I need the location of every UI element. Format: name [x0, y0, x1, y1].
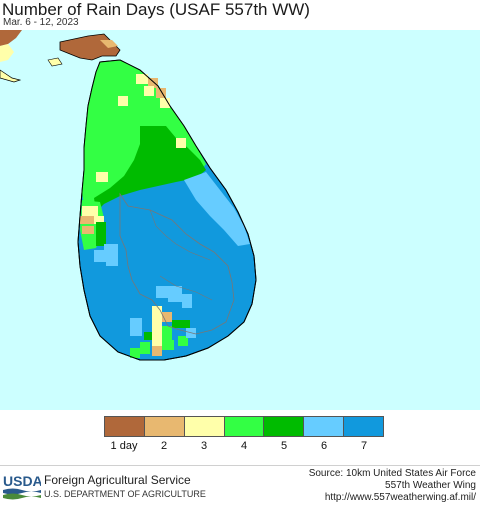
department-name: U.S. DEPARTMENT OF AGRICULTURE	[44, 489, 206, 499]
agency-name: Foreign Agricultural Service	[44, 473, 191, 487]
legend-label-6: 6	[320, 440, 328, 452]
legend-color-bar	[104, 416, 384, 437]
source-line-2: 557th Weather Wing	[385, 480, 476, 491]
usda-logo-text: USDA	[3, 473, 41, 489]
source-credit: Source: 10km United States Air Force 557…	[309, 468, 476, 504]
legend-swatch-6	[304, 417, 345, 436]
usda-logo-icon: USDA	[3, 473, 41, 500]
sri-lanka-landmass	[77, 59, 257, 361]
legend-label-3: 3	[200, 440, 208, 452]
legend-swatch-3	[184, 417, 225, 436]
legend-swatch-1	[105, 417, 145, 436]
india-coast	[0, 30, 22, 46]
legend-swatch-5	[264, 417, 305, 436]
map-title: Number of Rain Days (USAF 557th WW)	[2, 0, 310, 19]
footer-divider	[0, 465, 480, 466]
legend-swatch-2	[144, 417, 185, 436]
legend-labels: 1 day 2 3 4 5 6 7	[104, 440, 384, 454]
legend-label-2: 2	[160, 440, 168, 452]
legend-swatch-7	[344, 417, 384, 436]
india-coast-2	[0, 44, 14, 62]
date-range: Mar. 6 - 12, 2023	[3, 17, 79, 28]
legend-label-4: 4	[240, 440, 248, 452]
legend-label-7: 7	[360, 440, 368, 452]
legend-label-5: 5	[280, 440, 288, 452]
rain-days-map	[0, 30, 480, 410]
legend-label-1: 1 day	[110, 440, 138, 452]
legend-swatch-4	[224, 417, 265, 436]
source-line-1: Source: 10km United States Air Force	[308, 468, 476, 479]
source-url[interactable]: http://www.557weatherwing.af.mil/	[324, 492, 476, 503]
district-boundaries	[119, 192, 235, 335]
